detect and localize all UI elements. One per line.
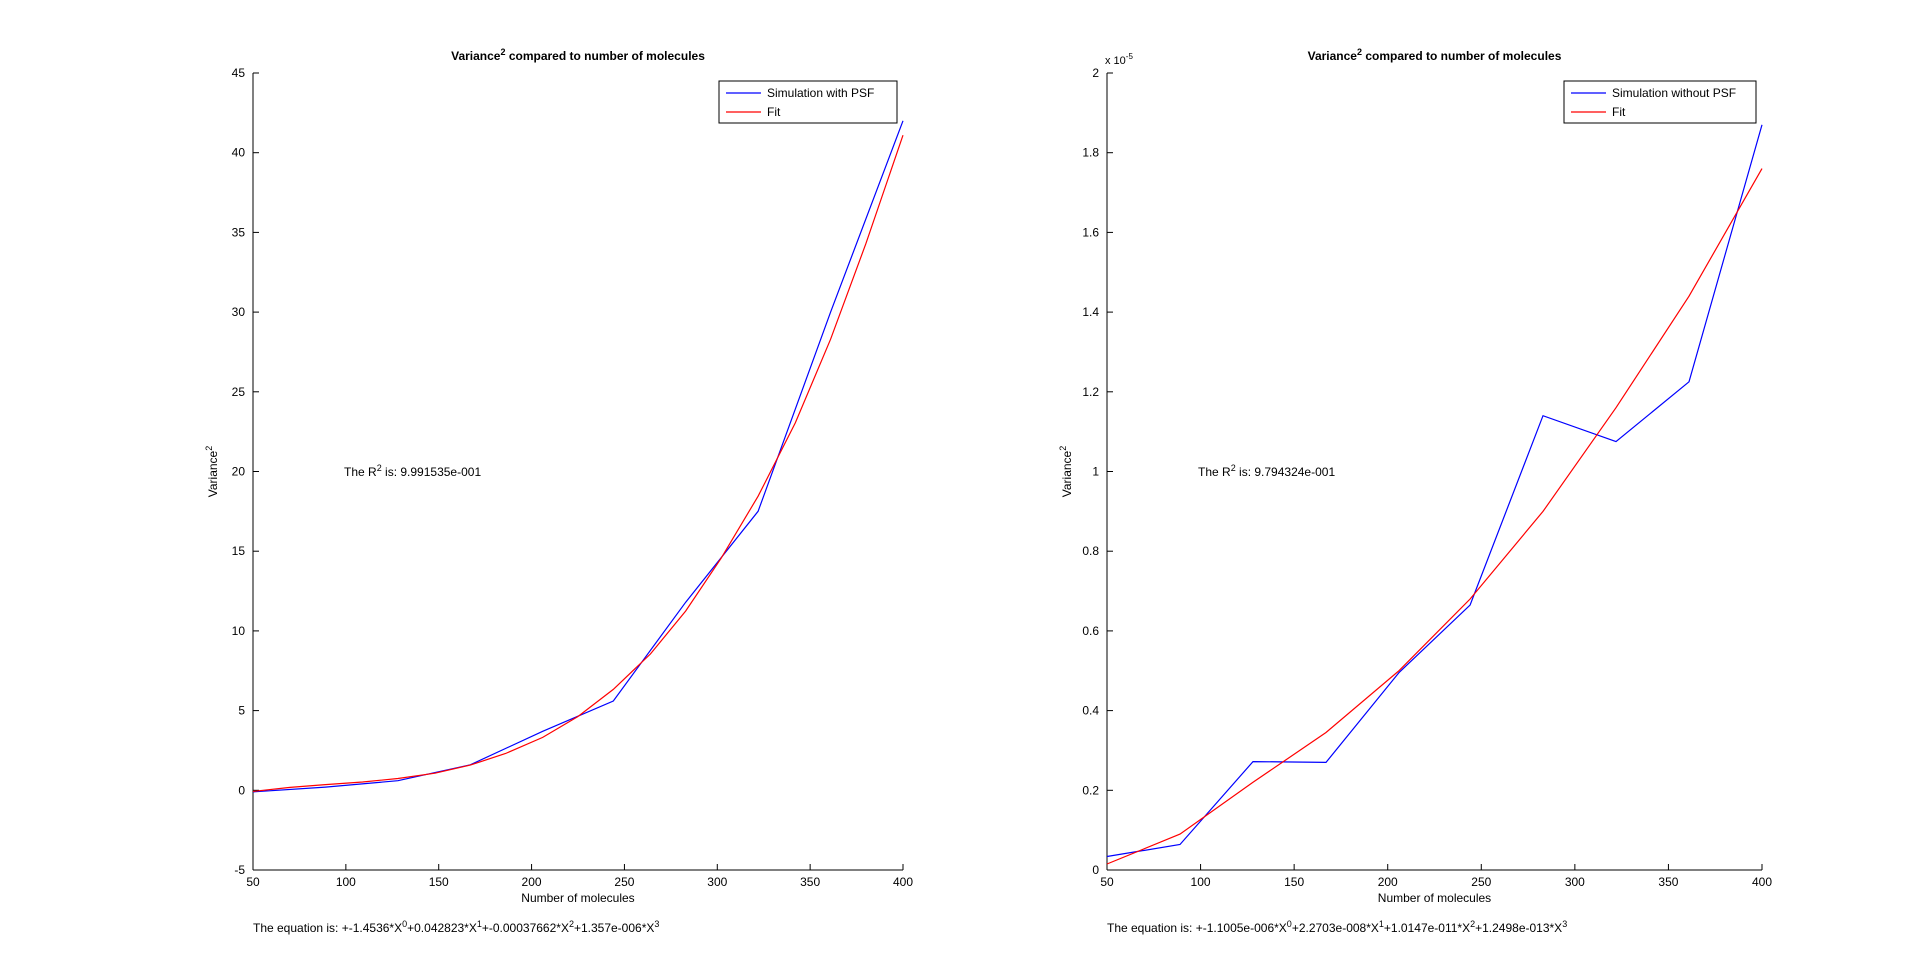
x-tick-label: 250 [614, 875, 634, 889]
y-tick-label: 40 [232, 146, 246, 160]
legend-label: Simulation with PSF [767, 86, 874, 100]
x-tick-label: 50 [246, 875, 260, 889]
y-tick-label: 0.6 [1082, 624, 1099, 638]
r-squared-annotation: The R2 is: 9.794324e-001 [1198, 463, 1335, 479]
r-squared-annotation: The R2 is: 9.991535e-001 [344, 463, 481, 479]
y-tick-label: 15 [232, 544, 246, 558]
x-axis-label: Number of molecules [521, 891, 634, 905]
y-axis-label: Variance2 [204, 446, 220, 498]
x-tick-label: 200 [522, 875, 542, 889]
x-tick-label: 200 [1378, 875, 1398, 889]
y-tick-label: 20 [232, 465, 246, 479]
x-tick-label: 400 [1752, 875, 1772, 889]
y-tick-label: 1.8 [1082, 146, 1099, 160]
series-line-fit [1106, 168, 1763, 865]
legend-label: Fit [1612, 105, 1626, 119]
equation-annotation: The equation is: +-1.1005e-006*X0+2.2703… [1107, 919, 1567, 935]
x-axis-label: Number of molecules [1378, 891, 1491, 905]
y-tick-label: 25 [232, 385, 246, 399]
y-axis-label: Variance2 [1058, 446, 1074, 498]
y-exponent-label: x 10-5 [1105, 52, 1133, 67]
series-line-simulation [1106, 124, 1763, 858]
x-tick-label: 100 [1191, 875, 1211, 889]
x-tick-label: 150 [1284, 875, 1304, 889]
y-tick-label: 2 [1092, 66, 1099, 80]
x-tick-label: 50 [1100, 875, 1114, 889]
y-tick-label: 0 [238, 783, 245, 797]
y-tick-label: 1.6 [1082, 225, 1099, 239]
y-tick-label: 1.4 [1082, 305, 1099, 319]
x-tick-label: 100 [336, 875, 356, 889]
y-tick-label: 0.2 [1082, 783, 1099, 797]
chart-title: Variance2 compared to number of molecule… [451, 47, 705, 63]
x-tick-label: 400 [893, 875, 913, 889]
y-tick-label: 0.4 [1082, 704, 1099, 718]
y-tick-label: -5 [234, 863, 245, 877]
legend-label: Simulation without PSF [1612, 86, 1736, 100]
y-tick-label: 5 [238, 704, 245, 718]
y-tick-label: 45 [232, 66, 246, 80]
x-tick-label: 350 [1658, 875, 1678, 889]
legend-box [718, 80, 898, 124]
x-tick-label: 300 [1565, 875, 1585, 889]
x-tick-label: 250 [1471, 875, 1491, 889]
chart-title: Variance2 compared to number of molecule… [1308, 47, 1562, 63]
chart-2: 50 100 150 200 250 300 350 400 0 0.2 0.4 0.6 0.8 1 1.2… [1058, 47, 1772, 935]
y-tick-label: 30 [232, 305, 246, 319]
y-tick-label: 0.8 [1082, 544, 1099, 558]
x-tick-label: 350 [800, 875, 820, 889]
y-tick-label: 1 [1092, 465, 1099, 479]
y-tick-label: 35 [232, 225, 246, 239]
series-line-simulation [252, 120, 904, 793]
legend-label: Fit [767, 105, 781, 119]
y-tick-label: 10 [232, 624, 246, 638]
equation-annotation: The equation is: +-1.4536*X0+0.042823*X1… [253, 919, 659, 935]
x-tick-label: 150 [429, 875, 449, 889]
x-tick-label: 300 [707, 875, 727, 889]
y-tick-label: 1.2 [1082, 385, 1099, 399]
chart-1: 50 100 150 200 250 300 350 400 -5 0 5 10 15 20 25 30 35 4… [204, 47, 913, 935]
legend-box [1563, 80, 1757, 124]
series-line-fit [252, 135, 904, 792]
y-tick-label: 0 [1092, 863, 1099, 877]
